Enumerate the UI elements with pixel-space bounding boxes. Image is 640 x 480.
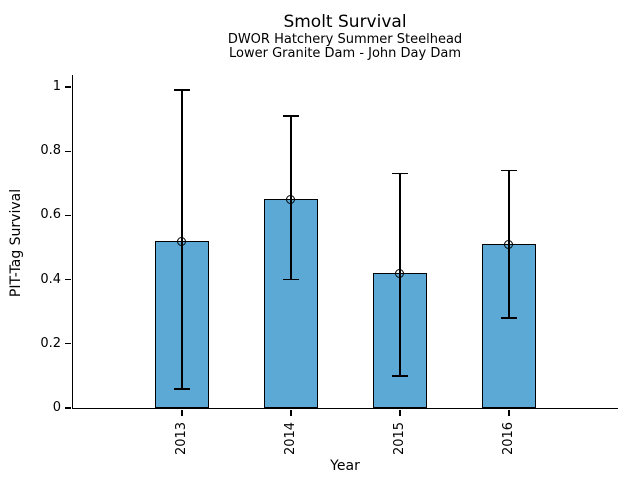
y-tick-mark — [65, 86, 71, 88]
x-tick-label-2015: 2015 — [380, 418, 420, 458]
x-tick-label-2014: 2014 — [271, 418, 311, 458]
y-tick-label: 0.8 — [40, 143, 61, 159]
error-bar-cap-low-2013 — [174, 388, 190, 390]
x-tick-label-text: 2016 — [501, 421, 517, 455]
chart-title: Smolt Survival — [283, 12, 407, 32]
x-tick-mark-2016 — [508, 410, 510, 416]
x-tick-label-2016: 2016 — [489, 418, 529, 458]
x-tick-label-2013: 2013 — [162, 418, 202, 458]
point-marker-2016 — [504, 240, 513, 250]
x-tick-mark-2015 — [399, 410, 401, 416]
chart-subtitle-line1: DWOR Hatchery Summer Steelhead — [227, 32, 463, 47]
error-bar-cap-low-2015 — [392, 375, 408, 377]
y-tick-mark — [65, 279, 71, 281]
y-tick-mark — [65, 150, 71, 152]
y-tick-mark — [65, 407, 71, 409]
chart-subtitle-line2: Lower Granite Dam - John Day Dam — [229, 46, 461, 61]
point-marker-2015 — [395, 269, 404, 279]
point-marker-2014 — [286, 195, 295, 205]
x-tick-label-text: 2014 — [283, 421, 299, 455]
y-tick-label: 1 — [52, 79, 61, 94]
x-tick-label-text: 2013 — [174, 421, 190, 455]
error-bar-cap-low-2014 — [283, 278, 299, 281]
x-tick-mark-2014 — [290, 410, 292, 416]
error-bar-cap-low-2016 — [501, 317, 517, 319]
y-tick-mark — [65, 343, 71, 345]
x-tick-label-text: 2015 — [392, 421, 408, 455]
y-tick-label: 0.6 — [40, 207, 61, 223]
error-bar-cap-high-2015 — [392, 172, 408, 175]
plot-area: 0 0.2 0.4 0.6 0.8 1 2013 2014 2015 2016 — [40, 75, 618, 455]
x-axis-label: Year — [330, 458, 360, 474]
bar-2016 — [482, 244, 536, 408]
error-bar-cap-high-2014 — [283, 115, 299, 117]
y-tick-mark — [65, 214, 71, 216]
point-marker-2013 — [177, 237, 186, 247]
x-tick-mark-2013 — [181, 410, 183, 416]
error-bar-cap-high-2013 — [174, 89, 190, 91]
y-tick-label: 0.4 — [40, 271, 61, 287]
y-tick-label: 0 — [52, 400, 61, 415]
y-tick-label: 0.2 — [40, 335, 61, 351]
error-bar-cap-high-2016 — [501, 169, 517, 172]
